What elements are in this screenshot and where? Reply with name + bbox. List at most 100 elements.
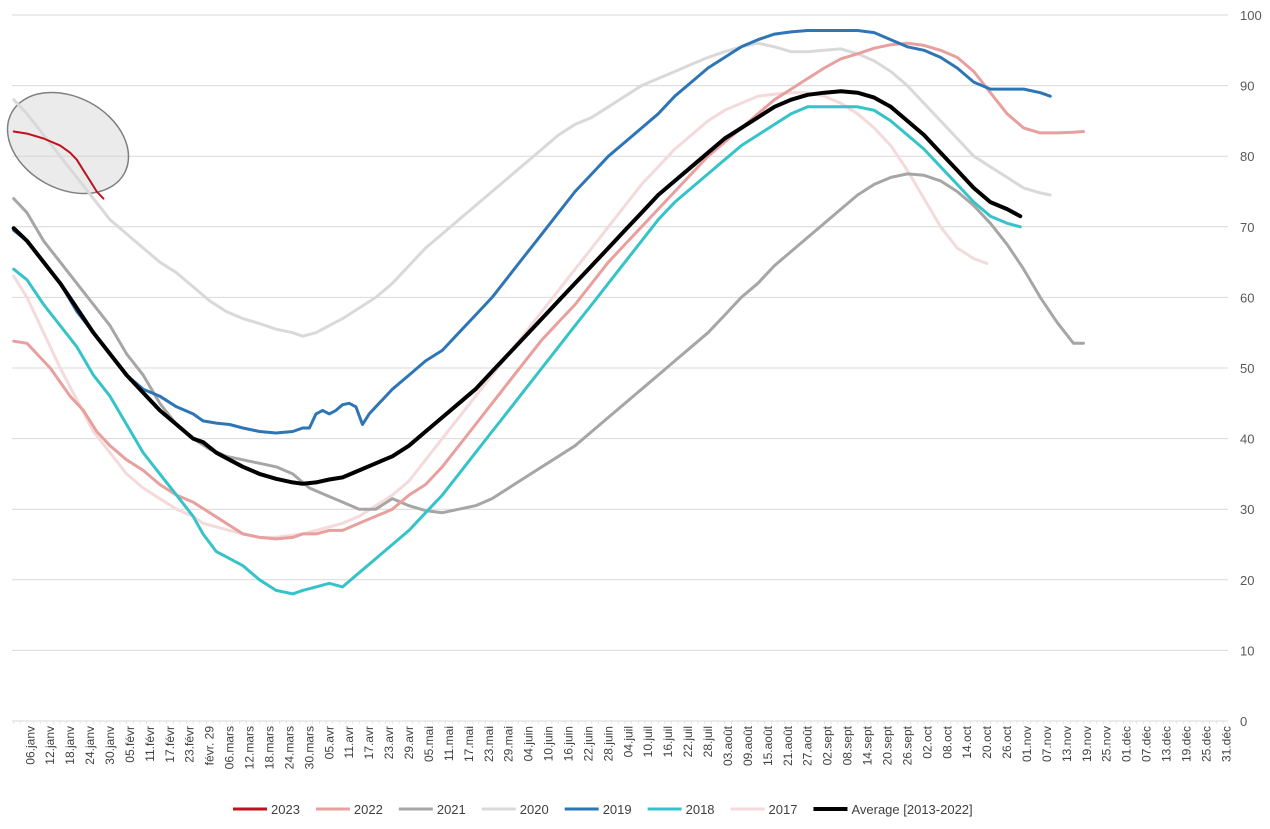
svg-text:29.avr: 29.avr: [402, 726, 416, 759]
svg-text:20.sept: 20.sept: [880, 725, 894, 765]
y-tick-label: 40: [1240, 432, 1254, 447]
svg-text:27.août: 27.août: [801, 725, 815, 766]
x-tick-label: 19.déc: [1179, 726, 1193, 762]
x-tick-label: 05.févr: [123, 726, 137, 763]
series-lines: [11, 29, 1085, 596]
series-line-2018: [12, 105, 1022, 596]
y-axis-ticks: 0 10 20 30 40 50 60 70 80 90 100: [1240, 8, 1262, 729]
svg-text:11.mai: 11.mai: [442, 726, 456, 761]
y-tick-label: 0: [1240, 714, 1247, 729]
svg-text:18.mars: 18.mars: [262, 726, 276, 769]
svg-text:11.févr: 11.févr: [143, 726, 157, 762]
svg-text:13.nov: 13.nov: [1060, 726, 1074, 762]
svg-text:30.janv: 30.janv: [103, 726, 117, 765]
legend-label: 2019: [603, 802, 632, 817]
legend-label: Average [2013-2022]: [851, 802, 972, 817]
svg-text:02.sept: 02.sept: [821, 725, 835, 765]
svg-text:26.oct: 26.oct: [1000, 725, 1014, 758]
svg-text:10.juin: 10.juin: [542, 726, 556, 761]
x-tick-label: 10.juin: [542, 726, 556, 761]
legend-label: 2020: [520, 802, 549, 817]
x-tick-label: 23.avr: [382, 726, 396, 759]
svg-text:28.juin: 28.juin: [601, 726, 615, 761]
x-tick-label: 22.juin: [581, 726, 595, 761]
x-tick-label: 11.févr: [143, 726, 157, 762]
svg-text:01.déc: 01.déc: [1120, 726, 1134, 762]
x-tick-label: févr. 29: [203, 726, 217, 766]
svg-text:17.avr: 17.avr: [362, 726, 376, 759]
svg-text:06.mars: 06.mars: [223, 726, 237, 769]
x-tick-label: 31.déc: [1219, 726, 1233, 762]
svg-text:05.mai: 05.mai: [422, 726, 436, 762]
y-tick-label: 70: [1240, 220, 1254, 235]
x-tick-label: 23.mai: [482, 726, 496, 762]
svg-text:09.août: 09.août: [741, 725, 755, 766]
x-tick-label: 21.août: [781, 725, 795, 766]
x-tick-label: 13.déc: [1160, 726, 1174, 762]
y-tick-label: 30: [1240, 502, 1254, 517]
svg-text:11.avr: 11.avr: [342, 726, 356, 758]
x-tick-label: 03.août: [721, 725, 735, 766]
x-axis-ticks: 06.janv 12.janv 18.janv 24.janv 30.janv 05.fé…: [13, 721, 1233, 769]
x-tick-label: 11.avr: [342, 726, 356, 758]
svg-text:20.oct: 20.oct: [980, 725, 994, 758]
x-tick-label: 06.mars: [223, 726, 237, 769]
svg-text:17.mai: 17.mai: [462, 726, 476, 762]
svg-text:25.nov: 25.nov: [1100, 726, 1114, 762]
x-tick-label: 07.nov: [1040, 726, 1054, 762]
svg-text:01.nov: 01.nov: [1020, 726, 1034, 762]
x-tick-label: 08.sept: [841, 725, 855, 765]
svg-text:05.févr: 05.févr: [123, 726, 137, 763]
x-tick-label: 01.déc: [1120, 726, 1134, 762]
svg-text:17.févr: 17.févr: [163, 726, 177, 763]
svg-text:14.oct: 14.oct: [960, 725, 974, 758]
x-tick-label: 28.juin: [601, 726, 615, 761]
gridlines: [12, 14, 1228, 722]
series-line-2019: [12, 29, 1052, 435]
x-tick-label: 02.oct: [920, 725, 934, 758]
x-tick-label: 25.déc: [1199, 726, 1213, 762]
svg-text:18.janv: 18.janv: [63, 726, 77, 765]
y-tick-label: 80: [1240, 149, 1254, 164]
svg-text:14.sept: 14.sept: [861, 725, 875, 765]
x-tick-label: 24.janv: [83, 726, 97, 765]
svg-text:26.sept: 26.sept: [900, 725, 914, 765]
x-tick-label: 09.août: [741, 725, 755, 766]
svg-text:03.août: 03.août: [721, 725, 735, 766]
legend-label: 2022: [354, 802, 383, 817]
x-tick-label: 12.janv: [43, 726, 57, 765]
x-tick-label: 29.mai: [502, 726, 516, 762]
svg-text:04.juin: 04.juin: [522, 726, 536, 761]
svg-text:05.avr: 05.avr: [322, 726, 336, 759]
legend-label: 2023: [271, 802, 300, 817]
svg-text:21.août: 21.août: [781, 725, 795, 766]
x-tick-label: 07.déc: [1140, 726, 1154, 762]
x-tick-label: 25.nov: [1100, 726, 1114, 762]
x-tick-label: 17.mai: [462, 726, 476, 762]
x-tick-label: 19.nov: [1080, 726, 1094, 762]
svg-text:24.janv: 24.janv: [83, 726, 97, 765]
x-tick-label: 13.nov: [1060, 726, 1074, 762]
x-tick-label: 17.févr: [163, 726, 177, 763]
x-tick-label: 20.sept: [880, 725, 894, 765]
svg-text:02.oct: 02.oct: [920, 725, 934, 758]
svg-text:13.déc: 13.déc: [1160, 726, 1174, 762]
series-line-2023: [12, 130, 105, 200]
legend-label: 2021: [437, 802, 466, 817]
svg-text:23.avr: 23.avr: [382, 726, 396, 759]
series-line-2022: [12, 41, 1085, 541]
svg-text:16.juil: 16.juil: [661, 726, 675, 757]
svg-text:16.juin: 16.juin: [562, 726, 576, 761]
x-tick-label: 05.avr: [322, 726, 336, 759]
svg-text:10.juil: 10.juil: [641, 726, 655, 757]
y-tick-label: 90: [1240, 79, 1254, 94]
x-tick-label: 05.mai: [422, 726, 436, 762]
annotation-layer: [6, 91, 130, 195]
x-tick-label: 16.juin: [562, 726, 576, 761]
x-tick-label: 11.mai: [442, 726, 456, 761]
x-tick-label: 04.juin: [522, 726, 536, 761]
x-tick-label: 24.mars: [282, 726, 296, 769]
svg-text:08.sept: 08.sept: [841, 725, 855, 765]
x-tick-label: 01.nov: [1020, 726, 1034, 762]
